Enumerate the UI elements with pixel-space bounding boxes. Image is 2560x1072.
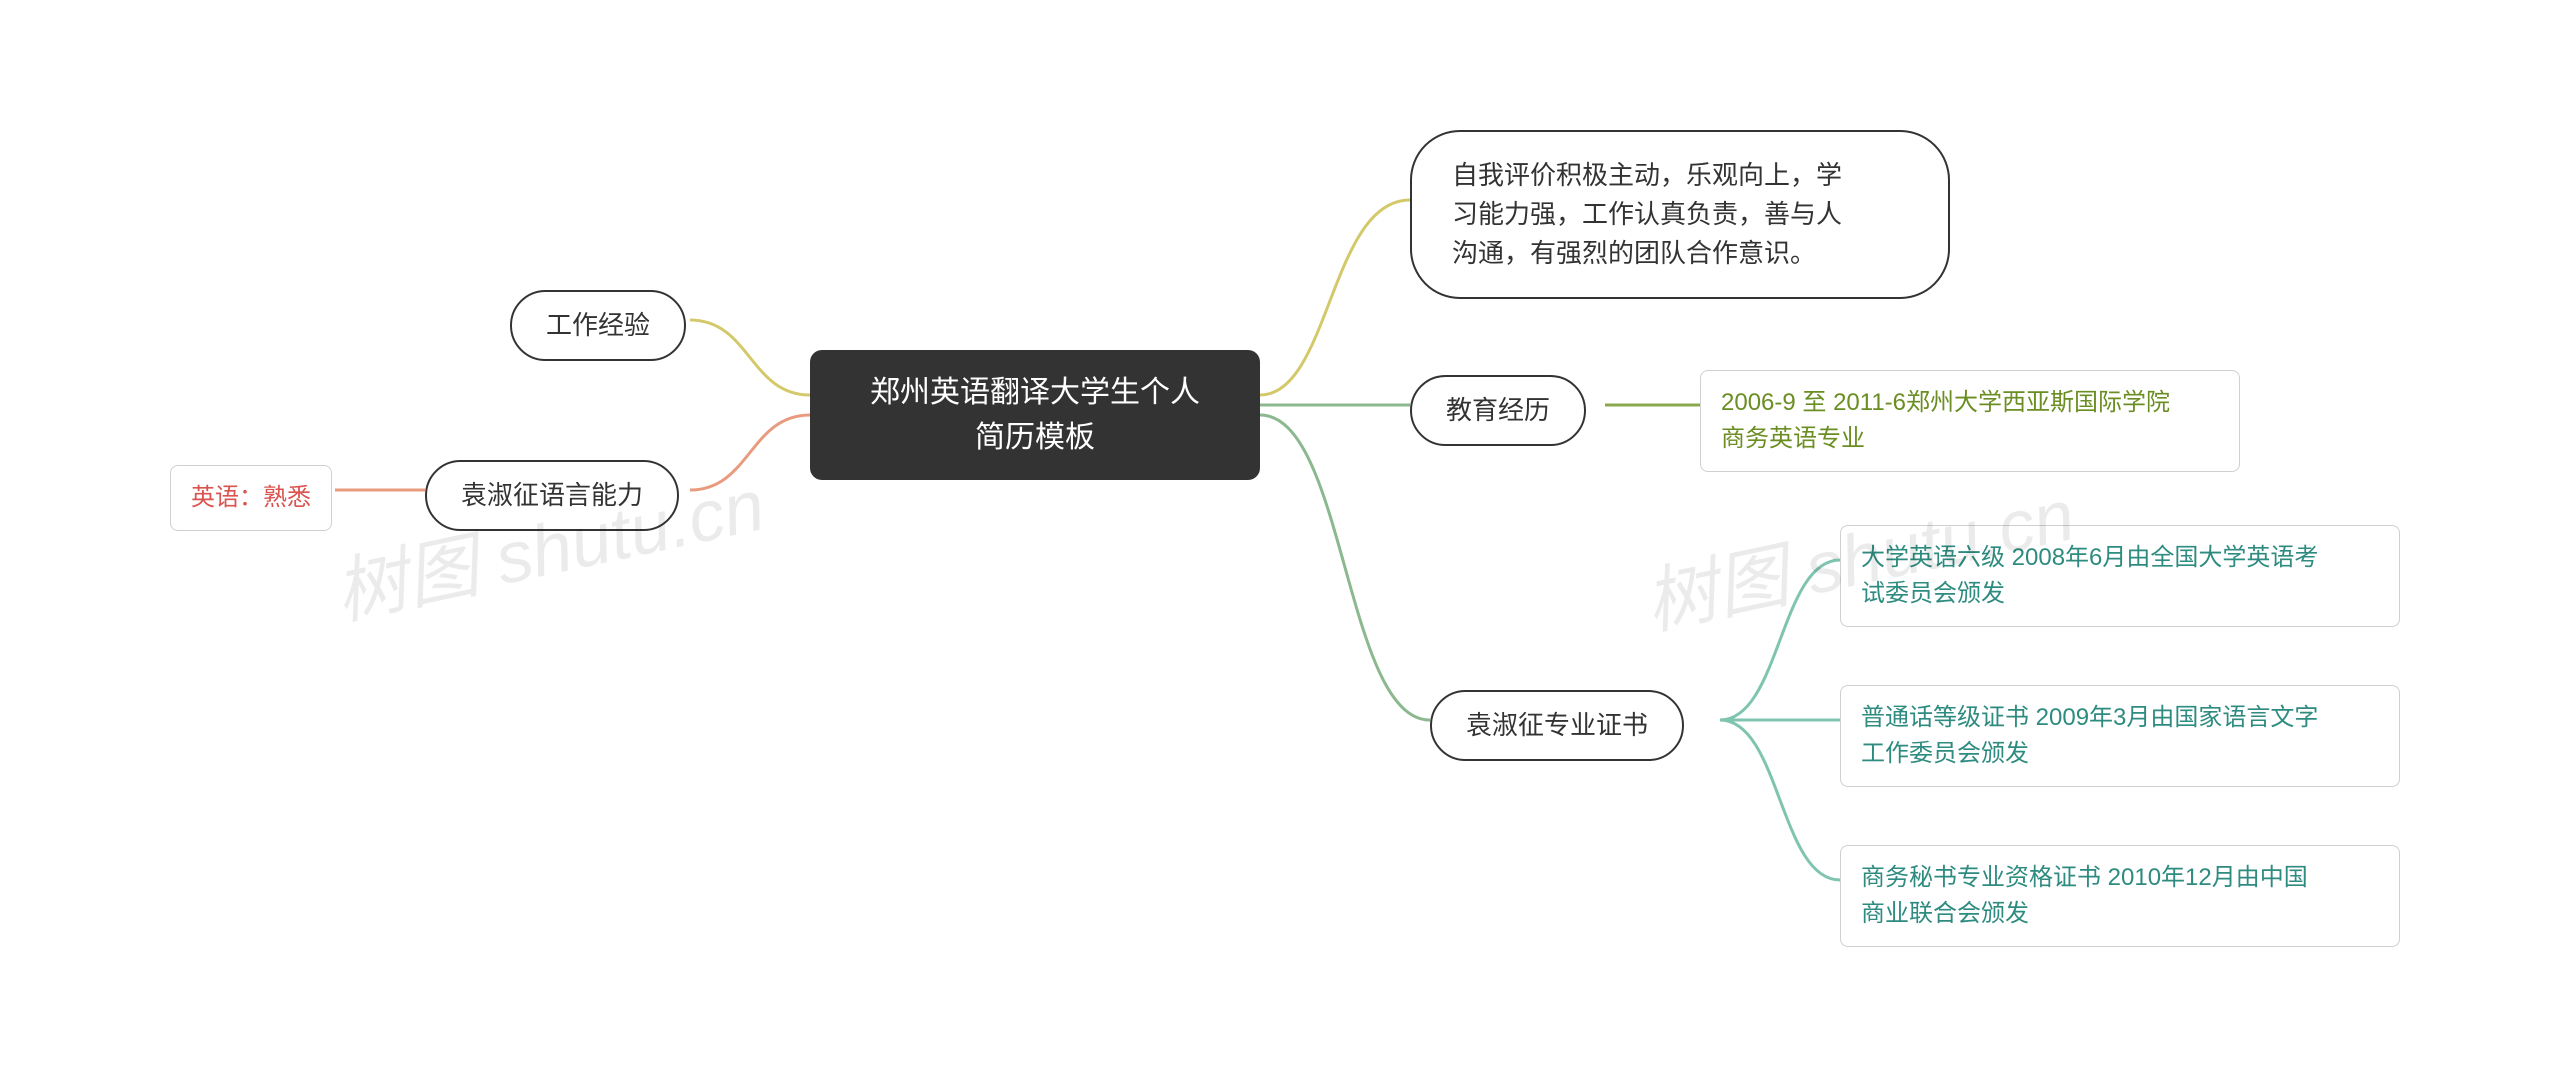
- root-node[interactable]: 郑州英语翻译大学生个人 简历模板: [810, 350, 1260, 480]
- leaf-english-level[interactable]: 英语：熟悉: [170, 465, 332, 531]
- branch-education[interactable]: 教育经历: [1410, 375, 1586, 446]
- leaf-cert-secretary[interactable]: 商务秘书专业资格证书 2010年12月由中国 商业联合会颁发: [1840, 845, 2400, 947]
- leaf-cert-cet6[interactable]: 大学英语六级 2008年6月由全国大学英语考 试委员会颁发: [1840, 525, 2400, 627]
- branch-certificates[interactable]: 袁淑征专业证书: [1430, 690, 1684, 761]
- branch-work-experience[interactable]: 工作经验: [510, 290, 686, 361]
- branch-self-evaluation[interactable]: 自我评价积极主动，乐观向上，学 习能力强，工作认真负责，善与人 沟通，有强烈的团…: [1410, 130, 1950, 299]
- leaf-education-detail[interactable]: 2006-9 至 2011-6郑州大学西亚斯国际学院 商务英语专业: [1700, 370, 2240, 472]
- leaf-cert-putonghua[interactable]: 普通话等级证书 2009年3月由国家语言文字 工作委员会颁发: [1840, 685, 2400, 787]
- branch-language-ability[interactable]: 袁淑征语言能力: [425, 460, 679, 531]
